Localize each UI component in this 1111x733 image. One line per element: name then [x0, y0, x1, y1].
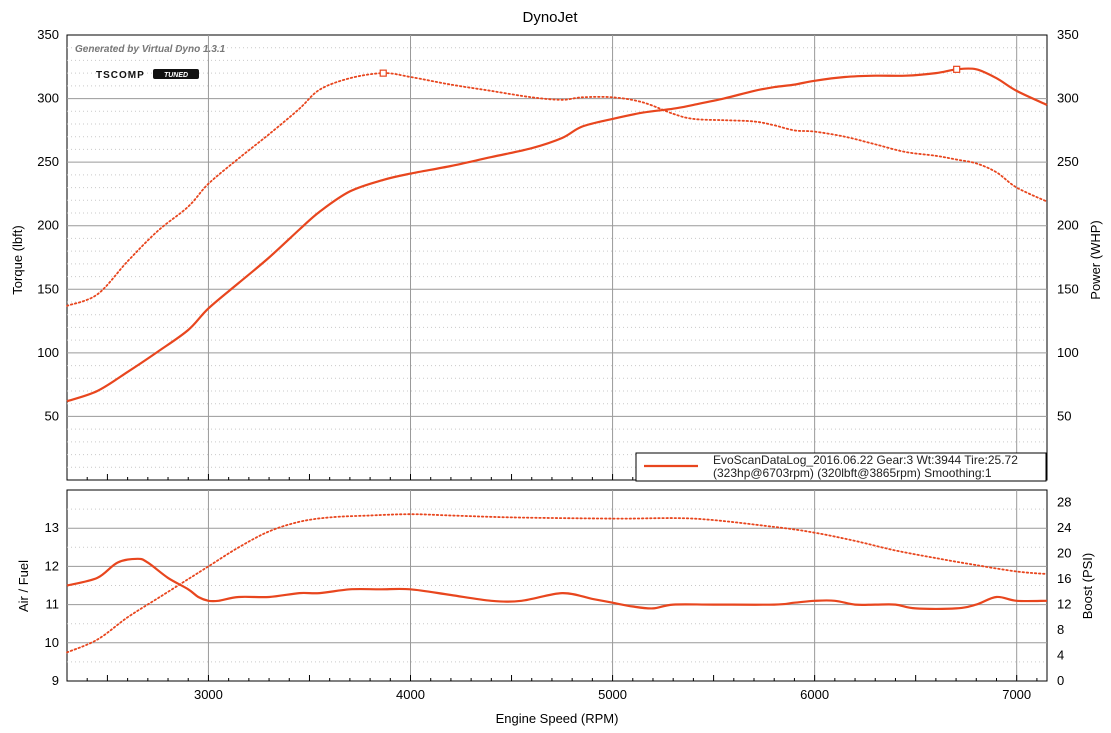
airfuel-axis-label: Air / Fuel [16, 560, 31, 612]
logo-tuned-badge [153, 69, 199, 79]
x-tick-label: 6000 [800, 687, 829, 702]
chart-grids [67, 35, 1047, 681]
generated-by-label: Generated by Virtual Dyno 1.3.1 [75, 44, 226, 55]
x-tick-label: 5000 [598, 687, 627, 702]
series-line-torque-lbft [66, 72, 1048, 307]
bottom-y-tick-label: 13 [45, 520, 59, 535]
tscomp-logo: TSCOMP TUNED [96, 69, 199, 81]
chart-frames [66, 34, 1048, 682]
bottom-y2-tick-label: 20 [1057, 546, 1071, 561]
chart-ticks: 5010015020025030035050100150200250300350… [37, 27, 1078, 702]
top-y-tick-label: 50 [45, 408, 59, 423]
bottom-y-tick-label: 9 [52, 673, 59, 688]
series-line-boost-psi [66, 513, 1048, 654]
top-y-tick-label: 250 [37, 154, 59, 169]
engine-speed-axis-label: Engine Speed (RPM) [496, 711, 619, 726]
boost-axis-label: Boost (PSI) [1080, 553, 1095, 619]
legend-line-2: (323hp@6703rpm) (320lbft@3865rpm) Smooth… [713, 466, 992, 480]
top-y2-tick-label: 100 [1057, 345, 1079, 360]
top-y2-tick-label: 50 [1057, 408, 1071, 423]
bottom-y2-tick-label: 28 [1057, 495, 1071, 510]
bottom-y2-tick-label: 12 [1057, 597, 1071, 612]
top-plot-frame [66, 34, 1048, 481]
bottom-y-tick-label: 10 [45, 635, 59, 650]
bottom-y2-tick-label: 24 [1057, 520, 1071, 535]
bottom-y2-tick-label: 0 [1057, 673, 1064, 688]
legend-box: EvoScanDataLog_2016.06.22 Gear:3 Wt:3944… [635, 452, 1047, 482]
top-y-tick-label: 200 [37, 218, 59, 233]
top-y2-tick-label: 200 [1057, 218, 1079, 233]
top-y2-tick-label: 150 [1057, 281, 1079, 296]
bottom-y2-tick-label: 16 [1057, 571, 1071, 586]
top-y-tick-label: 100 [37, 345, 59, 360]
series-line-air-fuel [66, 557, 1048, 611]
legend-frame [635, 452, 1047, 482]
peak-marker-torque-lbft [379, 69, 387, 77]
top-y2-tick-label: 300 [1057, 91, 1079, 106]
top-y-tick-label: 150 [37, 281, 59, 296]
x-tick-label: 3000 [194, 687, 223, 702]
power-axis-label: Power (WHP) [1088, 220, 1103, 299]
top-y-tick-label: 350 [37, 27, 59, 42]
chart-title: DynoJet [522, 9, 578, 26]
bottom-y2-tick-label: 8 [1057, 622, 1064, 637]
top-y2-tick-label: 250 [1057, 154, 1079, 169]
logo-text-tuned: TUNED [164, 72, 188, 79]
series-line-power-whp [66, 67, 1048, 403]
chart-series [66, 65, 1048, 654]
top-y-tick-label: 300 [37, 91, 59, 106]
torque-axis-label: Torque (lbft) [10, 225, 25, 294]
top-y2-tick-label: 350 [1057, 27, 1079, 42]
bottom-y-tick-label: 11 [46, 597, 60, 612]
peak-marker-power-whp [953, 65, 961, 73]
x-tick-label: 4000 [396, 687, 425, 702]
logo-text-tscomp: TSCOMP [96, 70, 145, 81]
legend-line-1: EvoScanDataLog_2016.06.22 Gear:3 Wt:3944… [713, 453, 1018, 467]
x-tick-label: 7000 [1002, 687, 1031, 702]
bottom-y-tick-label: 12 [45, 558, 59, 573]
bottom-y2-tick-label: 4 [1057, 648, 1064, 663]
